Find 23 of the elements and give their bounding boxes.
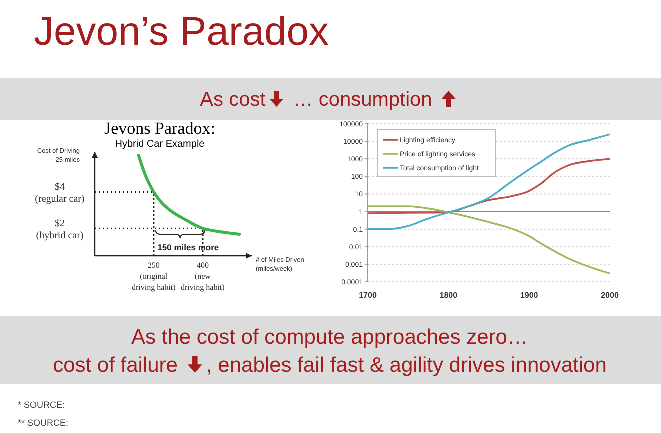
x-tick-label: 400 (new driving habit) <box>181 261 226 292</box>
chart-subtitle: Hybrid Car Example <box>115 139 206 150</box>
text: Jevon’s Paradox <box>34 10 329 54</box>
text: As cost <box>200 89 266 111</box>
line-series <box>137 154 242 236</box>
chart-title: Jevons Paradox: <box>104 119 216 138</box>
line-series <box>367 206 611 275</box>
text: As the cost of compute approaches zero… <box>132 326 528 349</box>
x-tick-label: 250 (original driving habit) <box>132 261 176 292</box>
line-series <box>367 134 611 230</box>
text: ** SOURCE: <box>18 418 69 428</box>
annotation: 150 miles more <box>158 242 220 253</box>
text: cost of failure <box>53 354 184 377</box>
x-tick-label: 2000 <box>601 291 620 300</box>
text: * SOURCE: <box>18 400 66 410</box>
text: … consumption <box>288 89 438 111</box>
x-tick-label: 1800 <box>440 291 458 300</box>
y-tick-label: $4 (regular car) <box>35 182 85 206</box>
text: , enables fail fast & agility drives innovation <box>206 354 607 377</box>
line-series <box>367 158 611 214</box>
x-tick-label: 1700 <box>359 291 378 300</box>
y-tick-label: $2 (hybrid car) <box>36 218 84 242</box>
x-tick-label: 1900 <box>520 291 539 300</box>
